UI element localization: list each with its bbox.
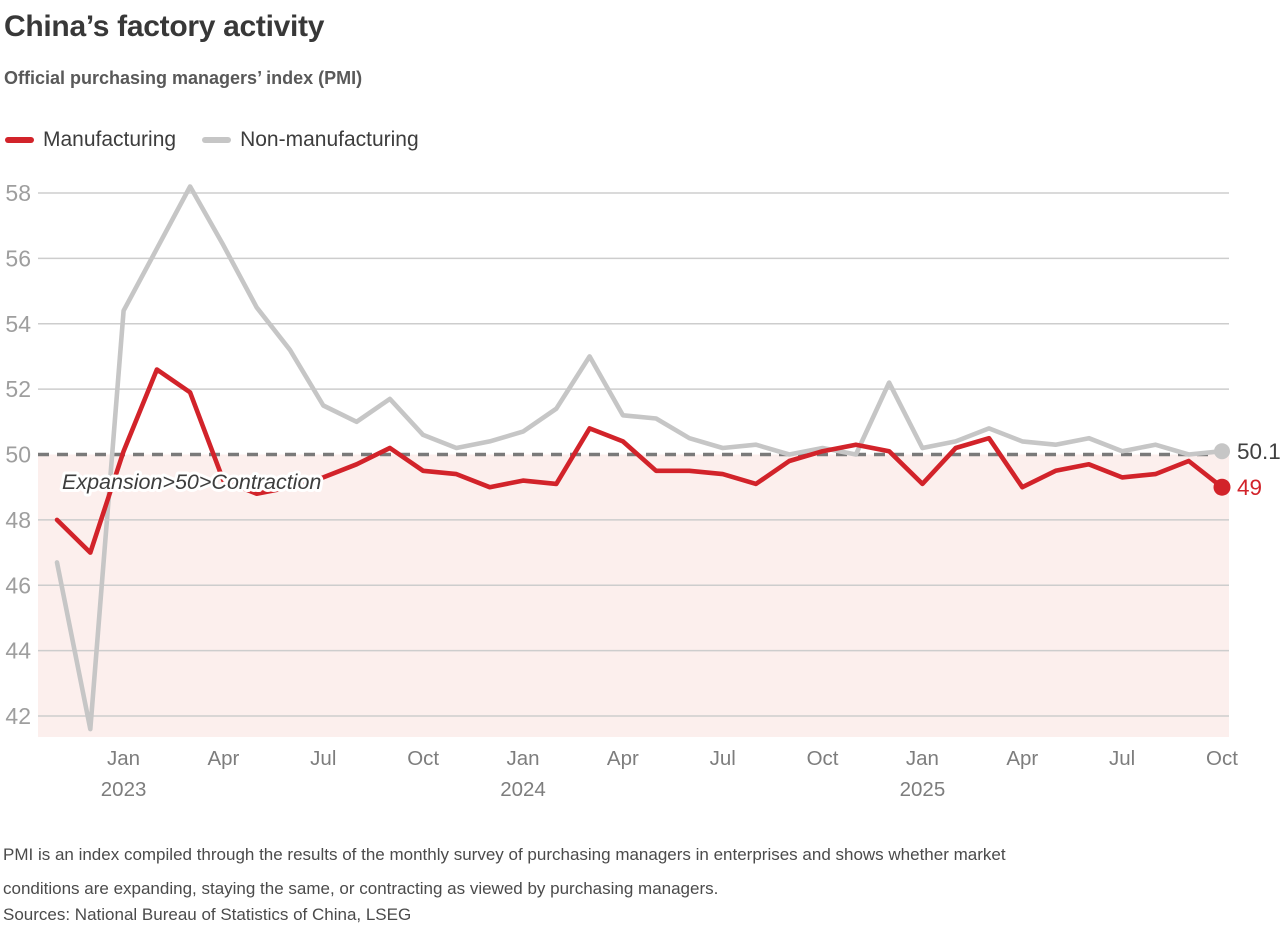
end-dot-non-manufacturing [1214,443,1230,460]
footnote-line-1: PMI is an index compiled through the res… [3,845,1006,864]
manufacturing-line-swatch [5,137,34,143]
x-tick-label-Jul: Jul [310,747,336,770]
non-manufacturing-line-swatch [202,137,232,143]
chart-legend: Manufacturing Non-manufacturing [5,128,419,152]
x-tick-label-Oct: Oct [407,747,439,770]
end-label-manufacturing: 49 [1237,475,1262,500]
pmi-chart-container: 42 44 46 48 50 52 54 56 58 Expansion>50>Contracti… [0,165,1280,820]
contraction-shaded-region [38,454,1229,737]
x-tick-year-2024: 2024 [500,778,546,801]
end-label-non-manufacturing: 50.1 [1237,439,1280,464]
pmi-chart: 42 44 46 48 50 52 54 56 58 Expansion>50>Contracti… [5,180,1280,801]
x-tick-label-Apr: Apr [207,747,239,770]
y-tick-label-50: 50 [5,442,31,468]
series-line-non-manufacturing [54,184,1225,732]
legend-label-manufacturing: Manufacturing [43,128,177,151]
page-title: China’s factory activity [4,10,325,43]
y-tick-label-42: 42 [5,703,31,729]
y-tick-label-48: 48 [5,507,31,533]
footnote: PMI is an index compiled through the res… [3,838,1273,906]
y-tick-label-56: 56 [5,245,31,271]
end-dot-manufacturing [1213,478,1231,496]
y-tick-label-54: 54 [5,311,31,337]
x-tick-year-2025: 2025 [900,778,946,801]
sources-line: Sources: National Bureau of Statistics o… [3,905,412,924]
y-tick-label-52: 52 [5,376,31,402]
x-tick-label-Jan2023: Jan [107,747,140,770]
y-tick-label-58: 58 [5,180,31,206]
legend-item-non-manufacturing: Non-manufacturing [202,128,419,152]
legend-label-non-manufacturing: Non-manufacturing [240,128,419,151]
x-tick-label-Oct: Oct [807,747,839,770]
y-tick-label-44: 44 [5,638,31,664]
x-tick-year-2023: 2023 [101,778,147,801]
x-tick-label-Apr: Apr [1006,747,1038,770]
chart-subtitle: Official purchasing managers’ index (PMI… [4,68,363,88]
legend-item-manufacturing: Manufacturing [5,128,176,152]
x-tick-label-Oct: Oct [1206,747,1238,770]
expansion-contraction-annotation: Expansion>50>Contraction [62,470,321,494]
footnote-line-2: conditions are expanding, staying the sa… [3,879,719,898]
x-tick-label-Jan2025: Jan [906,747,939,770]
y-tick-label-46: 46 [5,572,31,598]
x-tick-label-Jan2024: Jan [506,747,539,770]
series-line-manufacturing [54,367,1225,555]
x-tick-label-Jul: Jul [710,747,736,770]
x-tick-label-Jul: Jul [1109,747,1135,770]
x-tick-label-Apr: Apr [607,747,639,770]
